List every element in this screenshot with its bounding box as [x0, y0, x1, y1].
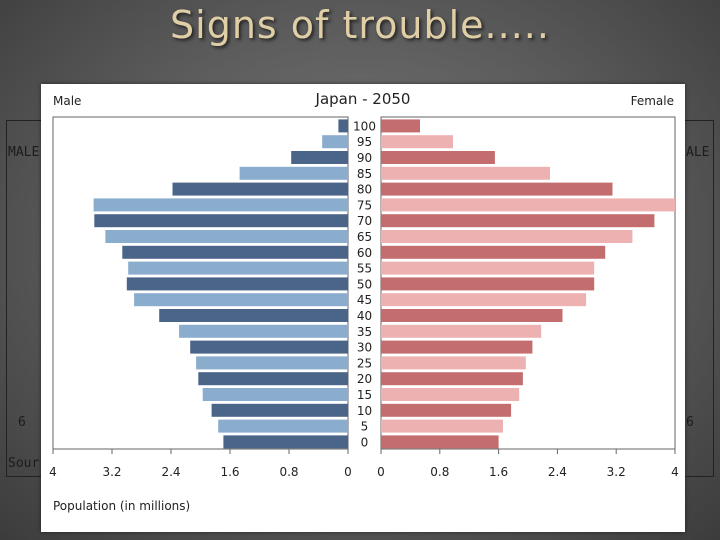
male-bar-55: [128, 261, 348, 275]
female-bar-5: [381, 419, 503, 433]
female-bar-10: [381, 403, 512, 417]
male-bar-0: [223, 435, 348, 449]
female-bar-60: [381, 245, 606, 259]
male-bar-35: [179, 324, 348, 338]
female-tick-label: 3.2: [607, 465, 626, 479]
female-bar-45: [381, 293, 587, 307]
male-tick-label: 0.8: [279, 465, 298, 479]
female-tick-label: 0.8: [430, 465, 449, 479]
male-bar-100: [338, 119, 348, 133]
male-bar-50: [126, 277, 349, 291]
female-tick-label: 4: [671, 465, 679, 479]
background-source-label: Sour: [8, 456, 40, 471]
female-bar-0: [381, 435, 499, 449]
male-side-label: Male: [53, 94, 81, 108]
age-label-15: 15: [357, 388, 372, 402]
male-bar-65: [105, 230, 349, 243]
male-bar-10: [211, 403, 348, 417]
population-pyramid-chart: Japan - 2050 Male Female 100959085807570…: [49, 90, 679, 513]
female-bar-35: [381, 324, 542, 338]
female-bar-25: [381, 356, 526, 370]
male-bar-15: [202, 388, 348, 401]
age-label-80: 80: [357, 183, 372, 197]
female-bar-100: [381, 119, 420, 133]
female-bar-30: [381, 340, 533, 354]
age-label-60: 60: [357, 246, 372, 260]
age-label-0: 0: [361, 435, 369, 449]
female-tick-label: 2.4: [548, 465, 567, 479]
male-tick-label: 1.6: [220, 465, 239, 479]
background-tick-right: 6: [686, 415, 694, 430]
female-bar-50: [381, 277, 595, 291]
age-label-95: 95: [357, 135, 372, 149]
female-side-label: Female: [631, 94, 674, 108]
male-bar-85: [239, 166, 348, 180]
slide-title: Signs of trouble.....: [170, 3, 550, 47]
female-bar-80: [381, 182, 613, 196]
x-axis-ticks: 4 3.2 2.4 1.6 0.8 0 0 0.8 1.6 2.4 3.2 4: [49, 449, 679, 479]
age-labels: 1009590858075706560555045403530252015105…: [353, 119, 376, 449]
female-tick-label: 1.6: [489, 465, 508, 479]
male-bar-75: [93, 198, 348, 212]
male-bar-60: [122, 245, 348, 259]
age-label-20: 20: [357, 372, 372, 386]
male-bar-5: [218, 419, 348, 433]
female-bars: [381, 119, 675, 449]
age-label-45: 45: [357, 293, 372, 307]
female-bar-20: [381, 372, 523, 386]
male-bars: [93, 119, 349, 449]
age-label-40: 40: [357, 309, 372, 323]
age-label-5: 5: [361, 420, 369, 434]
male-bar-90: [291, 151, 348, 164]
age-label-55: 55: [357, 262, 372, 276]
age-label-30: 30: [357, 341, 372, 355]
female-bar-90: [381, 151, 495, 164]
male-bar-70: [94, 214, 348, 228]
male-bar-80: [172, 182, 348, 196]
male-bar-20: [198, 372, 348, 386]
age-label-75: 75: [357, 198, 372, 212]
age-label-85: 85: [357, 167, 372, 181]
background-male-label-right: ALE: [686, 145, 710, 160]
male-bar-25: [196, 356, 348, 370]
female-bar-40: [381, 309, 563, 322]
female-bar-95: [381, 135, 453, 149]
female-tick-label: 0: [377, 465, 385, 479]
male-tick-label: 4: [49, 465, 57, 479]
male-tick-label: 0: [344, 465, 352, 479]
age-label-50: 50: [357, 277, 372, 291]
background-male-label: MALE: [8, 145, 40, 160]
female-bar-85: [381, 166, 550, 180]
male-bar-30: [190, 340, 348, 354]
chart-title: Japan - 2050: [315, 90, 411, 108]
age-label-25: 25: [357, 356, 372, 370]
age-label-100: 100: [353, 119, 376, 133]
male-tick-label: 2.4: [161, 465, 180, 479]
x-axis-label: Population (in millions): [53, 499, 190, 513]
male-bar-40: [159, 309, 348, 322]
age-label-10: 10: [357, 404, 372, 418]
age-label-90: 90: [357, 151, 372, 165]
background-tick-left: 6: [18, 415, 26, 430]
female-bar-75: [381, 198, 675, 212]
male-tick-label: 3.2: [102, 465, 121, 479]
female-bar-15: [381, 388, 520, 401]
age-label-70: 70: [357, 214, 372, 228]
female-bar-65: [381, 230, 633, 243]
male-bar-45: [134, 293, 348, 307]
female-bar-55: [381, 261, 595, 275]
chart-panel: Japan - 2050 Male Female 100 95 90 85 80 75 70…: [41, 84, 685, 532]
age-label-65: 65: [357, 230, 372, 244]
age-label-35: 35: [357, 325, 372, 339]
female-bar-70: [381, 214, 655, 228]
male-bar-95: [322, 135, 348, 149]
